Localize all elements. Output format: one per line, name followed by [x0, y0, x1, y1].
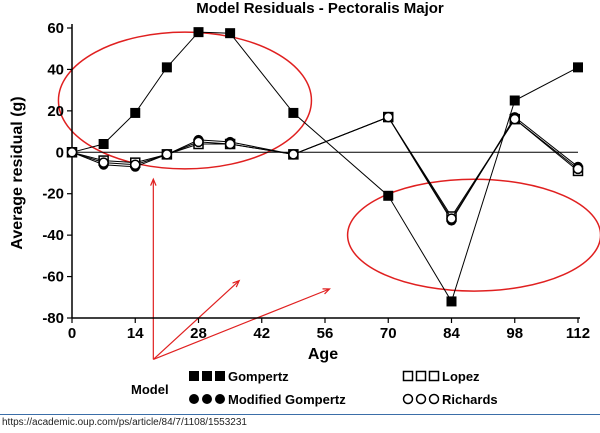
- x-axis-label: Age: [308, 346, 338, 363]
- annotation-arrowhead: [232, 279, 241, 288]
- data-point-richards: [383, 111, 394, 123]
- data-point-richards: [572, 163, 584, 175]
- series-lopez: [66, 111, 584, 222]
- data-point-richards: [509, 113, 520, 125]
- series-line-modified-gompertz: [71, 116, 579, 222]
- legend-label-lopez: Lopez: [442, 369, 480, 384]
- annotation-arrow: [153, 288, 330, 360]
- series-gompertz: [67, 27, 583, 307]
- x-tick-label: 0: [68, 325, 76, 342]
- legend-marker-modified-gompertz: [215, 394, 225, 404]
- data-point-gompertz: [446, 296, 457, 307]
- data-point-gompertz: [98, 139, 109, 149]
- series-layer: [66, 27, 584, 307]
- data-point-richards: [193, 136, 204, 148]
- data-point-gompertz: [193, 27, 204, 38]
- x-tick-label: 70: [380, 325, 397, 342]
- x-tick-label: 98: [506, 325, 523, 342]
- y-tick-label: -60: [42, 269, 64, 286]
- annotation-layer: [57, 31, 600, 360]
- legend-marker-modified-gompertz: [202, 394, 212, 404]
- legend-marker-gompertz: [215, 371, 225, 381]
- data-point-gompertz: [383, 190, 394, 201]
- legend-label-modified-gompertz: Modified Gompertz: [228, 392, 346, 407]
- legend-label-gompertz: Gompertz: [228, 369, 289, 384]
- x-tick-label: 112: [566, 325, 590, 342]
- source-url: https://academic.oup.com/ps/article/84/7…: [2, 417, 247, 428]
- legend-marker-modified-gompertz: [189, 394, 199, 404]
- legend-item-richards: Richards: [402, 392, 498, 407]
- y-tick-label: 60: [47, 20, 64, 37]
- legend-item-gompertz: Gompertz: [189, 369, 289, 384]
- x-tick-label: 28: [190, 325, 207, 342]
- data-point-richards: [224, 138, 236, 150]
- legend-marker-richards: [402, 393, 414, 405]
- data-point-gompertz: [130, 107, 141, 118]
- data-point-gompertz: [509, 95, 520, 106]
- series-richards: [66, 111, 584, 224]
- legend-marker-lopez: [428, 370, 440, 382]
- y-tick-label: -80: [42, 310, 64, 327]
- x-tick-label: 56: [317, 325, 334, 342]
- x-tick-label: 42: [253, 325, 270, 342]
- chart-title: Model Residuals - Pectoralis Major: [196, 0, 444, 17]
- highlight-ellipse: [346, 178, 600, 292]
- annotation-arrow: [152, 280, 240, 360]
- x-tick-label: 14: [127, 325, 144, 342]
- series-line-richards: [71, 116, 579, 220]
- legend-marker-gompertz: [202, 371, 212, 381]
- x-tick-label: 84: [443, 325, 460, 342]
- y-axis-label: Average residual (g): [9, 96, 26, 249]
- y-tick-label: -40: [42, 227, 64, 244]
- data-point-gompertz: [573, 62, 583, 73]
- legend: Model Gompertz Modified Gompertz Lopez Rich…: [131, 369, 498, 407]
- data-point-gompertz: [225, 28, 236, 39]
- legend-title: Model: [131, 382, 169, 397]
- chart: Model Residuals - Pectoralis Major 60 40 2…: [9, 0, 600, 407]
- legend-item-lopez: Lopez: [402, 369, 480, 384]
- legend-marker-gompertz: [189, 371, 199, 381]
- legend-marker-lopez: [415, 370, 427, 382]
- legend-marker-lopez: [402, 370, 414, 382]
- data-point-richards: [130, 159, 141, 170]
- y-tick-label: 0: [56, 144, 64, 161]
- legend-item-modified-gompertz: Modified Gompertz: [189, 392, 346, 407]
- data-point-gompertz: [288, 107, 299, 118]
- legend-label-richards: Richards: [442, 392, 498, 407]
- y-tick-label: -20: [42, 186, 64, 203]
- annotation-arrowhead: [150, 177, 157, 186]
- data-point-gompertz: [161, 62, 172, 73]
- source-footer: https://academic.oup.com/ps/article/84/7…: [0, 414, 600, 433]
- data-point-richards: [98, 157, 109, 168]
- highlight-ellipse: [57, 31, 313, 170]
- data-point-richards: [66, 147, 78, 158]
- legend-marker-richards: [415, 393, 427, 405]
- annotation-arrowhead: [322, 288, 331, 295]
- y-tick-label: 20: [47, 103, 64, 120]
- data-point-richards: [288, 149, 299, 160]
- data-point-richards: [161, 149, 173, 160]
- data-point-richards: [446, 213, 457, 224]
- legend-marker-richards: [428, 393, 440, 405]
- y-tick-label: 40: [47, 61, 64, 78]
